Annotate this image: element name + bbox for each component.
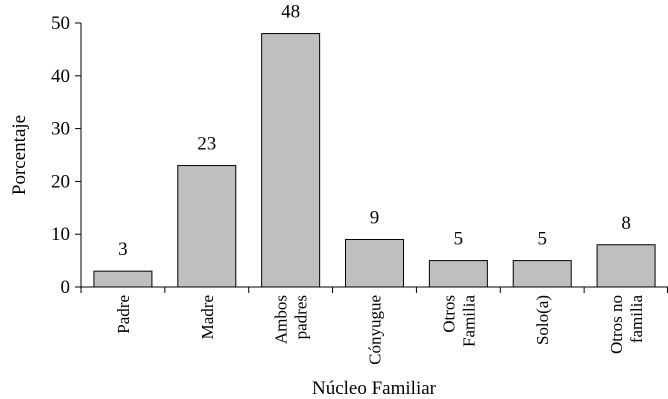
data-label: 9 [370,207,380,228]
bars-layer [93,33,656,288]
data-labels-layer: 3 23 48 9 5 5 8 [118,2,631,261]
x-axis: Padre Madre Ambos padres Cónyugue Otros Famili… [80,286,668,365]
data-label: 5 [454,229,464,250]
bar [596,244,656,288]
bar [177,165,237,288]
data-label: 8 [621,213,631,234]
x-tick-label: Cónyugue [366,295,385,365]
x-tick-label-line: Madre [198,295,217,339]
x-axis-title: Núcleo Familiar [312,378,437,399]
bar [93,270,153,288]
bar [345,238,404,288]
y-tick-label: 50 [51,13,70,34]
data-label: 5 [537,229,547,250]
x-tick-label-line: Otros no [607,295,626,354]
y-tick-label: 40 [51,66,70,87]
x-tick-label-line: Otros [439,295,458,333]
x-tick-label: Madre [198,295,217,339]
x-tick-label: Ambos padres [272,295,311,344]
data-label: 23 [197,134,216,155]
data-label: 3 [118,239,128,260]
data-label: 48 [281,2,300,23]
y-tick-label: 30 [51,119,70,140]
x-tick-label-line: Padre [114,295,133,334]
x-tick-label-line: Cónyugue [366,295,385,365]
x-tick-label-line: padres [292,295,311,339]
x-tick-label-line: Ambos [272,295,291,344]
bar [428,260,488,288]
x-tick-label-line: Familia [459,295,478,347]
bar [261,33,321,288]
x-tick-label-line: Solo(a) [533,295,552,345]
y-axis-title: Porcentaje [9,115,30,195]
x-tick-label: Otros no familia [607,295,646,354]
x-tick-label-line: familia [627,295,646,344]
y-tick-label: 20 [51,171,70,192]
x-tick-label: Solo(a) [533,295,552,345]
y-tick-label: 0 [61,277,71,298]
x-tick-label: Otros Familia [439,295,478,347]
bar [512,260,572,288]
y-axis: 0 10 20 30 40 50 [51,13,82,298]
x-tick-label: Padre [114,295,133,334]
y-tick-label: 10 [51,224,70,245]
